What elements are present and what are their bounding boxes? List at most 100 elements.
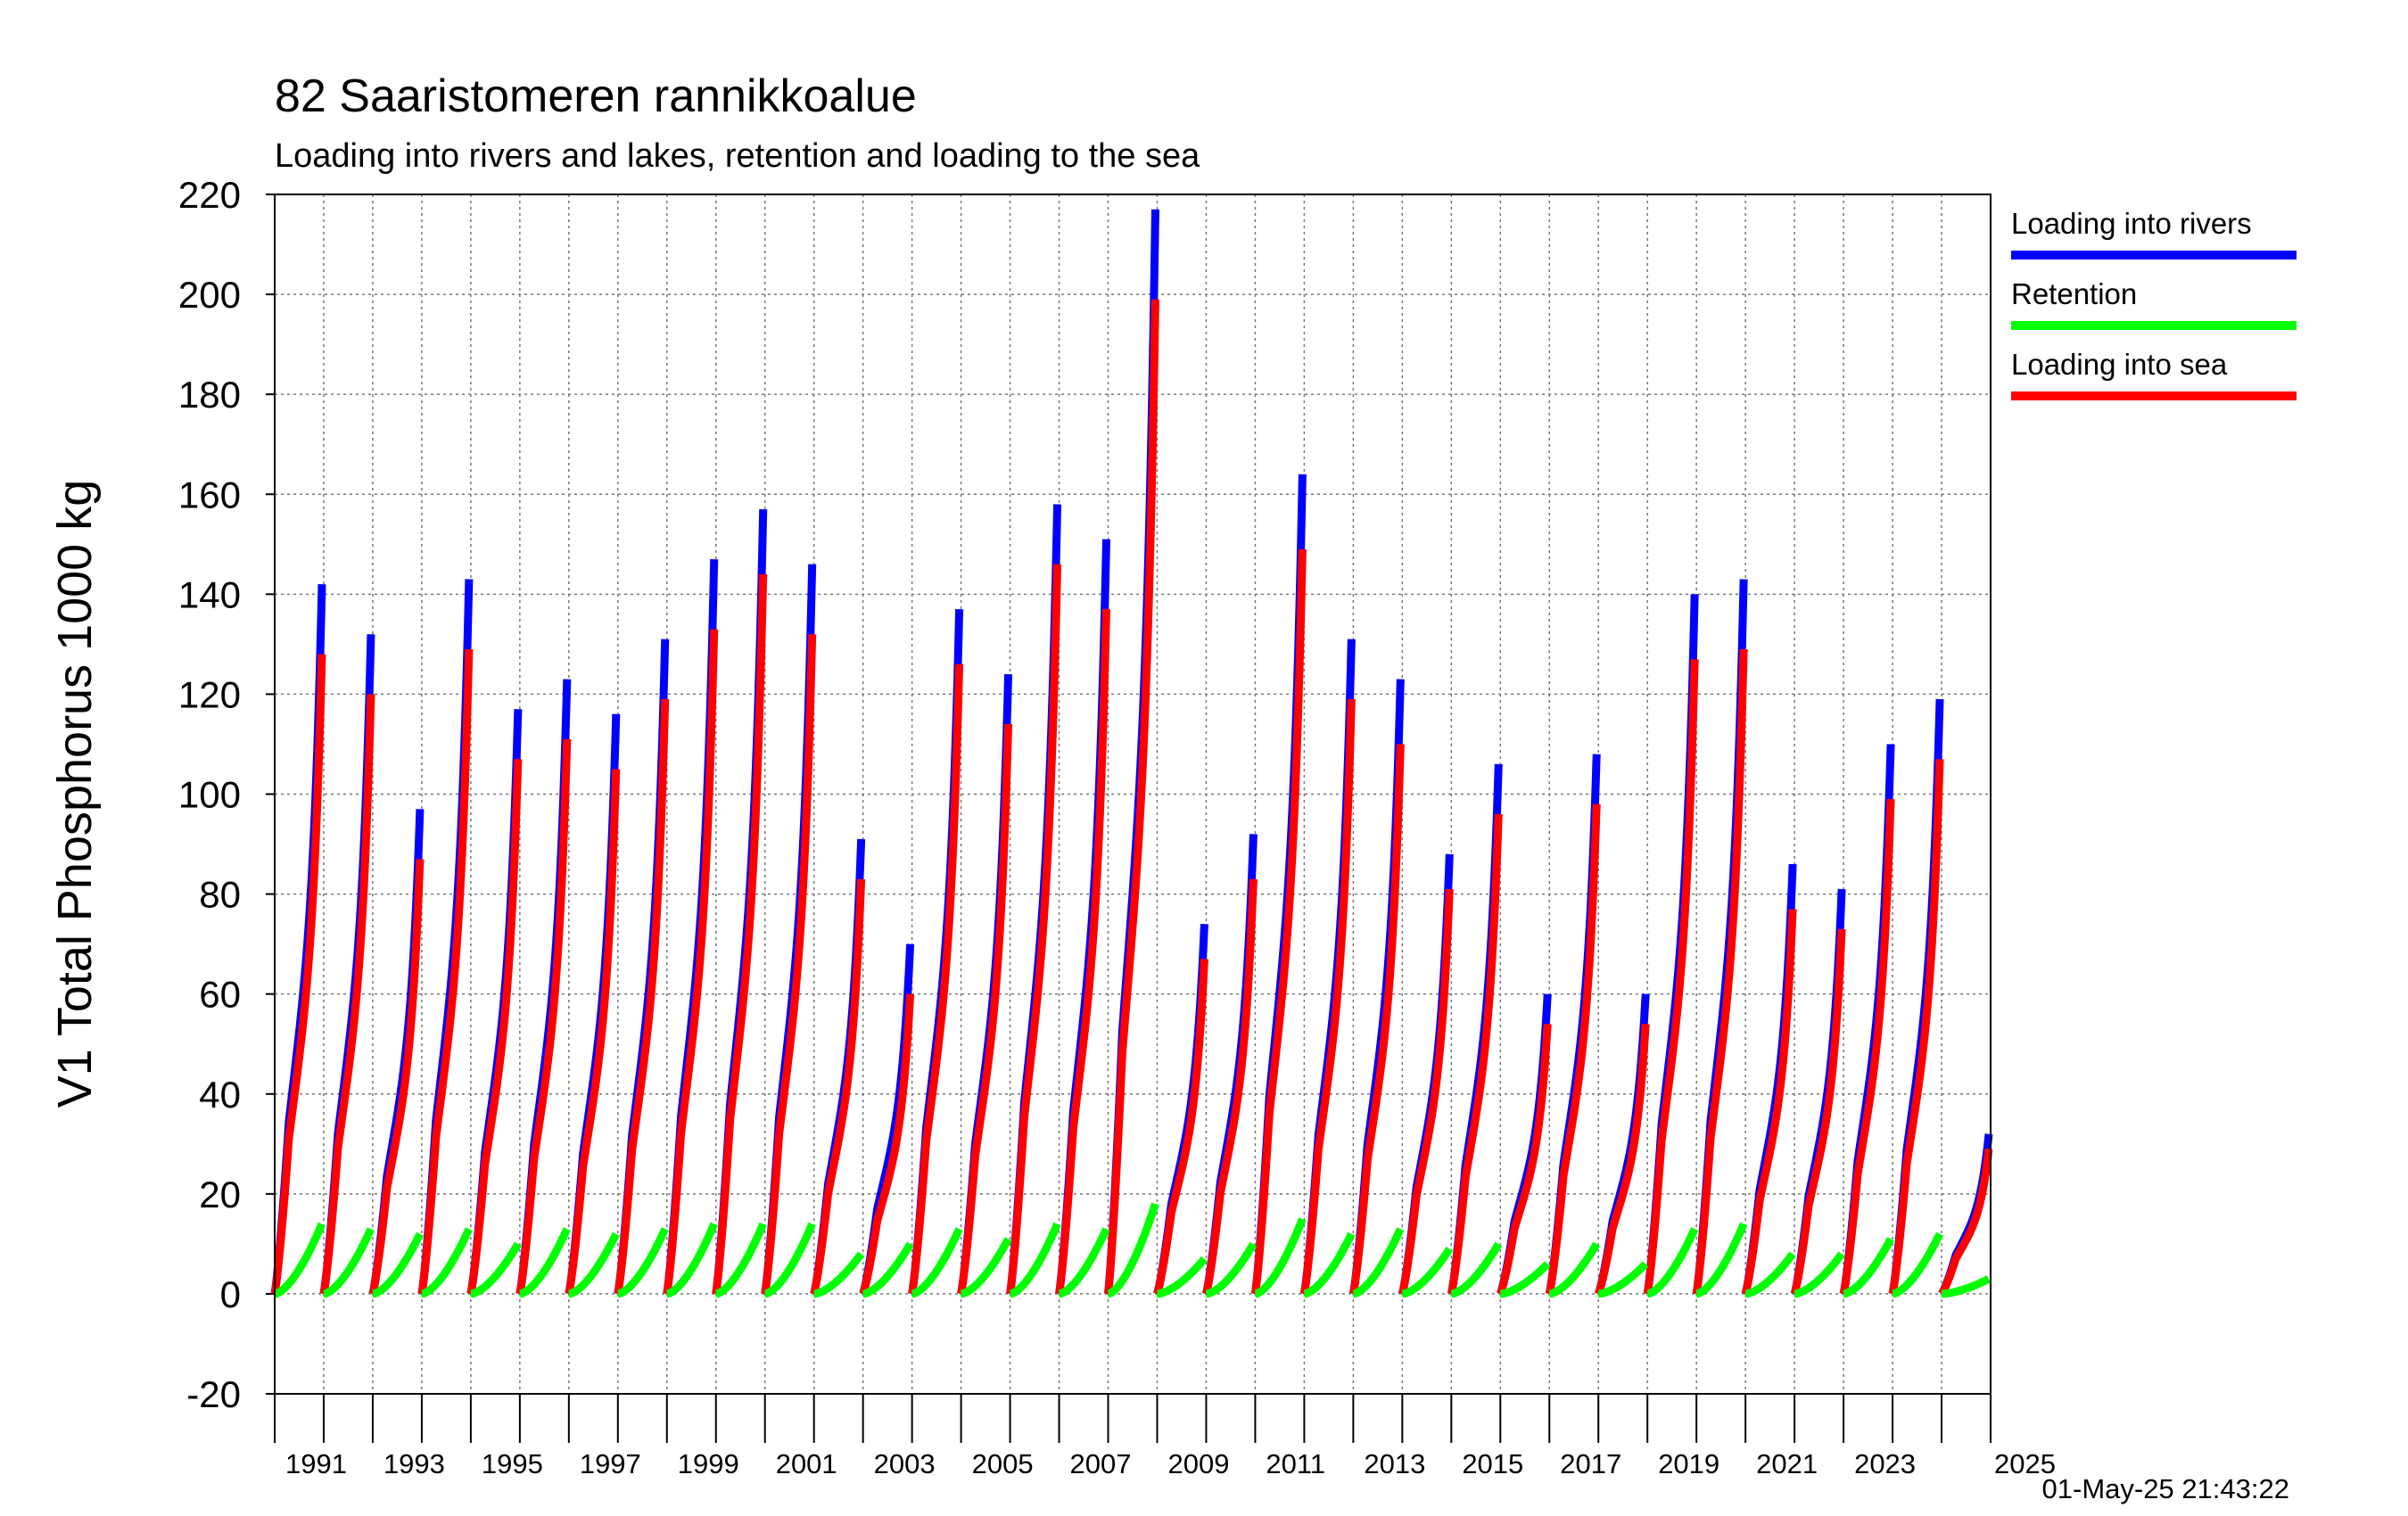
y-tick-label: 160 <box>178 474 241 515</box>
series-line-retention <box>1349 1226 1405 1298</box>
x-axis: 1991 1993 1995 1997 1999 2001 2003 2005 2007 2009… <box>274 1394 2056 1479</box>
series-line-loading-into-sea <box>1348 744 1405 1295</box>
series-line-retention <box>1938 1275 1992 1298</box>
series-line-retention <box>565 1232 620 1298</box>
series-line-retention <box>1644 1226 1699 1298</box>
series-line-retention <box>271 1222 326 1298</box>
series-line-loading-into-sea <box>712 573 768 1295</box>
x-tick-label: 2023 <box>1854 1448 1916 1479</box>
series-line-retention <box>1251 1216 1307 1298</box>
series-line-loading-into-sea <box>1741 909 1797 1296</box>
x-tick-label: 1997 <box>580 1448 641 1479</box>
series-line-loading-into-sea <box>270 654 326 1295</box>
series-line-retention <box>1497 1260 1551 1298</box>
x-tick-label: 2011 <box>1266 1448 1325 1479</box>
y-axis-label: V1 Total Phosphorus 1000 kg <box>48 480 102 1108</box>
y-tick-label: 200 <box>178 274 241 316</box>
series-line-retention <box>957 1236 1012 1298</box>
x-tick-label: 2025 <box>1994 1448 2056 1479</box>
series-line-retention <box>614 1226 669 1298</box>
series-line-retention <box>418 1226 473 1298</box>
chart-title: 82 Saaristomeren rannikkoalue <box>275 70 917 122</box>
series-line-loading-into-sea <box>663 629 719 1295</box>
series-line-retention <box>1742 1250 1796 1298</box>
y-tick-label: 0 <box>220 1273 241 1315</box>
series-line-retention <box>320 1226 375 1298</box>
series-line-retention <box>1202 1240 1258 1298</box>
series-line-loading-into-sea <box>1153 959 1208 1296</box>
series-line-loading-into-sea <box>1104 299 1159 1295</box>
series-line-loading-into-sea <box>1055 608 1111 1295</box>
series-line-loading-into-sea <box>1006 564 1062 1295</box>
series-line-loading-into-sea <box>1202 878 1258 1296</box>
series-line-retention <box>1398 1246 1454 1298</box>
x-tick-label: 2013 <box>1364 1448 1425 1479</box>
plot-area <box>270 209 1993 1298</box>
series-line-loading-into-sea <box>1692 648 1748 1295</box>
x-tick-label: 1995 <box>482 1448 543 1479</box>
y-tick-label: 120 <box>178 673 241 715</box>
series-line-loading-into-sea <box>466 759 523 1295</box>
plot-frame <box>274 194 1992 1395</box>
series-line-loading-into-sea <box>810 878 866 1296</box>
x-tick-label: 1991 <box>285 1448 347 1479</box>
series-line-retention <box>1447 1240 1503 1298</box>
legend-label: Retention <box>2011 277 2137 310</box>
series-line-loading-into-sea <box>515 738 572 1295</box>
series-line-loading-into-sea <box>957 723 1013 1295</box>
y-tick-label: 80 <box>199 874 241 916</box>
series-line-loading-into-sea <box>908 663 964 1295</box>
series-line-loading-into-sea <box>1250 548 1307 1295</box>
y-tick-label: 180 <box>178 374 241 416</box>
series-line-loading-into-sea <box>614 698 670 1295</box>
y-tick-label: -20 <box>186 1373 241 1415</box>
series-line-retention <box>664 1222 718 1298</box>
x-tick-label: 2015 <box>1462 1448 1523 1479</box>
series-line-loading-into-sea <box>1643 659 1699 1295</box>
x-tick-label: 2007 <box>1070 1448 1132 1479</box>
series-line-retention <box>1055 1226 1110 1298</box>
series-line-loading-into-sea <box>417 648 474 1295</box>
chart-subtitle: Loading into rivers and lakes, retention… <box>275 137 1200 175</box>
series-line-retention <box>811 1250 865 1298</box>
x-tick-label: 2017 <box>1560 1448 1621 1479</box>
series-line-retention <box>369 1232 424 1298</box>
y-tick-label: 20 <box>199 1174 241 1215</box>
legend: Loading into rivers Retention Loading into… <box>2011 207 2297 400</box>
series-line-retention <box>1153 1256 1208 1298</box>
series-line-loading-into-sea <box>1790 928 1846 1296</box>
series-line-loading-into-sea <box>1398 888 1454 1296</box>
y-tick-label: 100 <box>178 774 241 816</box>
series-line-retention <box>1006 1222 1061 1298</box>
series-line-loading-into-sea <box>1595 1024 1650 1297</box>
series-line-retention <box>1595 1260 1649 1298</box>
series-line-loading-into-sea <box>1545 803 1601 1295</box>
series-line-loading-into-sea <box>1497 1024 1552 1297</box>
series-line-retention <box>1889 1232 1944 1298</box>
series-line-retention <box>1300 1232 1356 1298</box>
series-line-loading-into-sea <box>319 694 375 1295</box>
x-tick-label: 2005 <box>972 1448 1034 1479</box>
y-tick-label: 40 <box>199 1074 241 1116</box>
series-line-loading-into-sea <box>1938 1148 1993 1298</box>
x-tick-label: 1993 <box>383 1448 445 1479</box>
y-axis: -20 0 20 40 60 80 100 120 140 160 180 200 220 <box>178 174 275 1415</box>
y-tick-label: 220 <box>178 174 241 216</box>
x-tick-label: 2021 <box>1756 1448 1818 1479</box>
series-line-loading-into-sea <box>761 634 817 1295</box>
series-line-retention <box>1546 1240 1601 1298</box>
series-line-retention <box>860 1240 914 1298</box>
y-tick-label: 60 <box>199 974 241 1016</box>
timestamp: 01-May-25 21:43:22 <box>2042 1473 2289 1504</box>
series-line-loading-into-sea <box>1888 759 1944 1295</box>
series-line-retention <box>1791 1250 1845 1298</box>
series-line-retention <box>762 1222 816 1298</box>
series-line-loading-into-sea <box>368 859 425 1295</box>
series-line-loading-into-sea <box>1447 813 1503 1295</box>
series-line-retention <box>1840 1236 1894 1298</box>
y-tick-label: 140 <box>178 573 241 615</box>
series-line-loading-into-sea <box>1839 798 1895 1295</box>
series-line-retention <box>516 1226 571 1298</box>
series-line-retention <box>1104 1202 1159 1298</box>
